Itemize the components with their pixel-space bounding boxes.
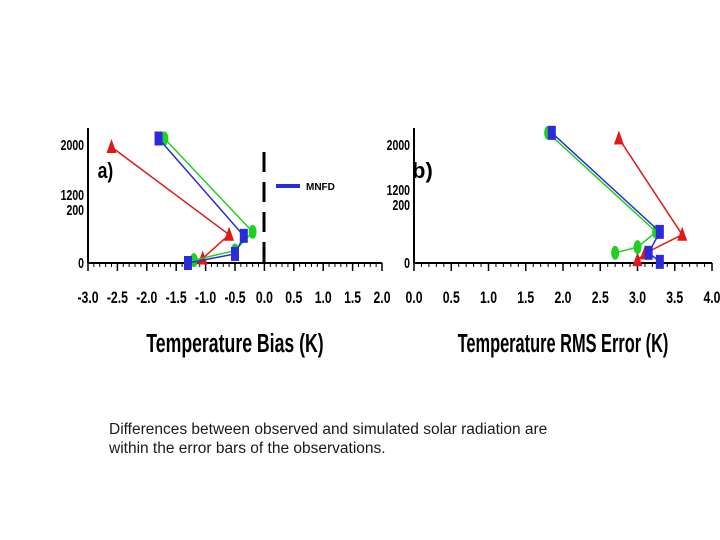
panel-a-x-tick-label: -1.0: [195, 289, 216, 307]
panel-b-x-tick-labels: 0.0 0.5 1.0 1.5 2.0 2.5 3.0 3.5 4.0: [405, 289, 720, 307]
caption: Differences between observed and simulat…: [109, 420, 669, 458]
series-2-point: [644, 245, 653, 260]
panel-a-x-tick-label: 1.5: [344, 289, 361, 307]
series-2-point: [655, 254, 664, 269]
panel-a-x-axis-title: Temperature Bias (K): [146, 329, 323, 358]
panel-b-x-tick-label: 3.0: [629, 289, 646, 307]
panel-b-x-tick-label: 4.0: [703, 289, 720, 307]
panel-b-x-tick-label: 1.0: [480, 289, 497, 307]
caption-line-2: within the error bars of the observation…: [109, 440, 386, 457]
panel-b-x-axis-title: Temperature RMS Error (K): [458, 328, 669, 358]
series-1-point: [611, 245, 620, 260]
series-0-point: [106, 138, 117, 153]
panel-a-x-tick-label: 0.5: [285, 289, 302, 307]
panel-b-label: b): [412, 158, 433, 183]
series-0-point: [677, 226, 688, 241]
panel-a-x-tick-labels: -3.0 -2.5 -2.0 -1.5 -1.0 -0.5 0.0 0.5 1.0 1.5 2.0: [77, 289, 390, 307]
panel-a-data-marks: [106, 131, 257, 270]
panel-b-x-tick-label: 0.5: [443, 289, 460, 307]
series-2-point: [655, 224, 664, 239]
panel-b-x-tick-label: 3.5: [666, 289, 683, 307]
series-2-segment: [551, 132, 661, 233]
series-2-segment: [157, 137, 245, 237]
panel-a-y-tick-label: 2000: [61, 136, 84, 153]
series-1-segment: [163, 137, 254, 233]
series-1-segment: [193, 249, 236, 261]
series-0-segment: [111, 146, 230, 236]
panel-b-x-tick-label: 2.5: [592, 289, 609, 307]
series-2-point: [239, 228, 248, 243]
panel-b-y-tick-label: 1200: [387, 181, 410, 198]
panel-a-x-tick-label: -0.5: [224, 289, 245, 307]
series-0-segment: [202, 234, 230, 260]
panel-b-chart: 0.0 0.5 1.0 1.5 2.0 2.5 3.0 3.5 4.0 200012002000…: [387, 125, 720, 358]
series-1-point: [633, 240, 642, 255]
panel-a-y-tick-label: 200: [66, 201, 84, 218]
series-0-point: [613, 130, 624, 145]
panel-a-label: a): [98, 159, 114, 183]
series-2-segment: [187, 253, 236, 264]
series-2-point: [183, 256, 192, 270]
panel-a-y-tick-label: 0: [78, 254, 84, 271]
series-0-point: [224, 226, 235, 241]
series-2-point: [547, 125, 556, 140]
panel-b-data-marks: [544, 125, 688, 269]
panel-a-x-tick-label: 0.0: [256, 289, 273, 307]
panel-a-chart: -3.0 -2.5 -2.0 -1.5 -1.0 -0.5 0.0 0.5 1.0 1.5 2.0 …: [61, 128, 391, 358]
panel-b-x-tick-label: 0.0: [405, 289, 422, 307]
panel-a-legend-label: MNFD: [306, 182, 335, 193]
panel-a-x-tick-label: -1.5: [166, 289, 187, 307]
panel-b-y-tick-label: 0: [404, 254, 410, 271]
series-0-point: [632, 252, 643, 267]
series-1-point: [248, 224, 257, 239]
series-2-point: [231, 246, 239, 261]
panel-b-x-tick-label: 2.0: [554, 289, 571, 307]
series-1-segment: [547, 132, 657, 233]
panel-a-x-tick-label: 2.0: [373, 289, 390, 307]
series-0-segment: [618, 138, 683, 236]
caption-line-1: Differences between observed and simulat…: [109, 421, 548, 438]
panel-a-x-tick-label: -2.5: [107, 289, 128, 307]
panel-a-x-tick-label: -3.0: [77, 289, 98, 307]
panel-a-x-tick-label: -2.0: [136, 289, 157, 307]
panel-b-y-tick-label: 2000: [387, 136, 410, 153]
panel-b-y-tick-label: 200: [392, 196, 410, 213]
panel-a-legend: MNFD: [276, 182, 335, 193]
panel-a-x-tick-label: 1.0: [315, 289, 332, 307]
panel-a-y-tick-label: 1200: [61, 186, 84, 203]
series-2-point: [154, 131, 163, 146]
panel-b-x-tick-label: 1.5: [517, 289, 534, 307]
panel-b-x-tick-marks: [413, 263, 713, 271]
